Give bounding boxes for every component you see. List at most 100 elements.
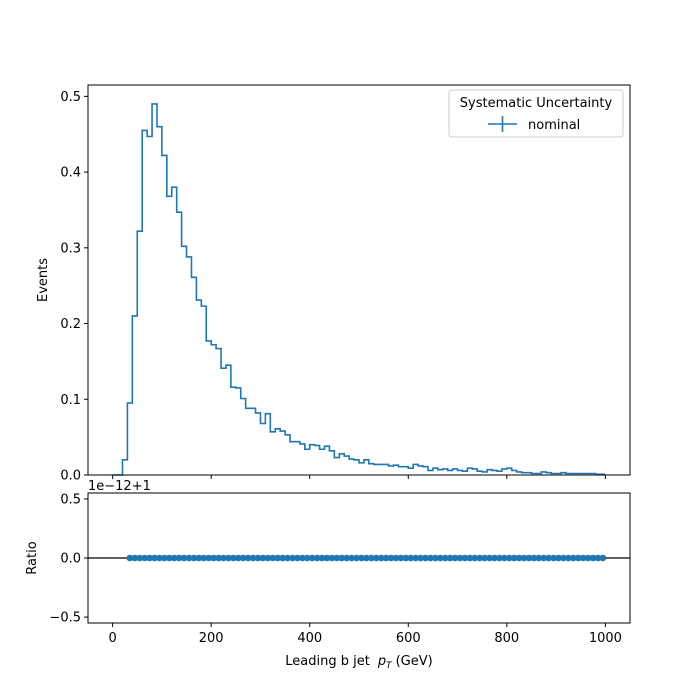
- ratio-point: [215, 554, 222, 562]
- ratio-point: [279, 554, 286, 562]
- ratio-y-tick-label: 0.5: [60, 492, 81, 507]
- ratio-point: [466, 554, 474, 562]
- legend-box: [448, 89, 624, 138]
- ratio-point: [126, 554, 134, 562]
- legend-entry-nominal: nominal: [528, 118, 580, 133]
- ratio-point: [574, 554, 582, 562]
- ratio-y-axis-label: Ratio: [25, 541, 40, 574]
- ratio-point: [510, 554, 518, 562]
- ratio-point: [515, 554, 523, 562]
- ratio-point: [570, 554, 577, 562]
- ratio-point: [520, 554, 528, 562]
- ratio-point: [299, 554, 306, 562]
- ratio-point: [535, 554, 543, 562]
- main-plot-area: [88, 85, 630, 475]
- ratio-axes-frame: [87, 492, 631, 624]
- ratio-point: [210, 554, 217, 562]
- ratio-point: [170, 554, 178, 562]
- ratio-point: [368, 554, 375, 562]
- ratio-point: [205, 554, 213, 562]
- ratio-point: [397, 554, 405, 562]
- ratio-point: [323, 554, 331, 562]
- ratio-point: [560, 554, 567, 562]
- ratio-point: [471, 554, 479, 562]
- ratio-point: [451, 554, 459, 562]
- ratio-point: [555, 554, 562, 562]
- ratio-point: [461, 554, 469, 562]
- ratio-point: [505, 554, 513, 562]
- ratio-point: [599, 554, 607, 562]
- ratio-point: [318, 554, 326, 562]
- main-histogram-panel: 0.0 0.1 0.2 0.3 0.4 0.5 Events Systematic Unc…: [36, 84, 631, 484]
- ratio-y-ticks: −0.5 0.0 0.5: [49, 492, 88, 626]
- ratio-offset-text: 1e−12+1: [88, 479, 151, 494]
- ratio-point: [372, 554, 380, 562]
- ratio-point: [417, 554, 424, 562]
- ratio-points: [126, 554, 607, 562]
- ratio-point: [230, 554, 237, 562]
- ratio-point: [175, 554, 183, 562]
- ratio-point: [358, 554, 365, 562]
- ratio-point: [284, 554, 291, 562]
- ratio-point: [584, 554, 592, 562]
- ratio-point: [501, 554, 508, 562]
- ratio-point: [269, 554, 277, 562]
- legend-title: Systematic Uncertainty: [460, 96, 613, 111]
- x-tick-label: 200: [199, 631, 224, 646]
- ratio-point: [392, 554, 400, 562]
- x-tick-label: 0: [108, 631, 116, 646]
- ratio-point: [185, 554, 193, 562]
- ratio-point: [486, 554, 493, 562]
- ratio-point: [161, 554, 168, 562]
- main-y-tick-label: 0.1: [60, 393, 81, 408]
- ratio-point: [244, 554, 252, 562]
- ratio-point: [550, 554, 557, 562]
- ratio-point: [594, 554, 602, 562]
- x-axis-label-prefix: Leading b jet: [285, 654, 370, 669]
- main-y-tick-label: 0.5: [60, 90, 81, 105]
- ratio-point: [446, 554, 454, 562]
- ratio-point: [131, 554, 139, 562]
- ratio-point: [141, 554, 148, 562]
- ratio-point: [259, 554, 267, 562]
- ratio-point: [481, 554, 488, 562]
- ratio-point: [432, 554, 439, 562]
- ratio-point: [402, 554, 410, 562]
- ratio-point: [294, 554, 301, 562]
- ratio-point: [545, 554, 552, 562]
- legend: Systematic Uncertainty nominal: [448, 89, 624, 138]
- ratio-point: [190, 554, 198, 562]
- ratio-point: [289, 554, 296, 562]
- ratio-point: [377, 554, 385, 562]
- ratio-point: [338, 554, 346, 562]
- ratio-x-ticks: 0 200 400 600 800 1000: [108, 623, 622, 646]
- ratio-point: [343, 554, 350, 562]
- ratio-panel: −0.5 0.0 0.5 0 200 400 600 800 1000 1e−12+1 Rat…: [25, 479, 631, 671]
- ratio-point: [234, 554, 242, 562]
- main-axes-frame: [87, 84, 631, 476]
- ratio-point: [313, 554, 321, 562]
- ratio-y-tick-label: −0.5: [49, 611, 81, 626]
- x-tick-label: 800: [494, 631, 519, 646]
- ratio-point: [422, 554, 429, 562]
- ratio-point: [239, 554, 247, 562]
- main-y-tick-label: 0.2: [60, 317, 81, 332]
- ratio-point: [166, 554, 173, 562]
- ratio-point: [146, 554, 153, 562]
- ratio-point: [412, 554, 419, 562]
- main-x-ticks: [112, 475, 606, 479]
- ratio-point: [303, 554, 311, 562]
- ratio-point: [437, 554, 444, 562]
- ratio-point: [220, 554, 227, 562]
- x-tick-label: 1000: [589, 631, 622, 646]
- ratio-y-tick-label: 0.0: [60, 552, 81, 567]
- x-axis-label-unit: (GeV): [396, 654, 433, 669]
- ratio-point: [441, 554, 449, 562]
- ratio-point: [565, 554, 572, 562]
- ratio-point: [274, 554, 282, 562]
- ratio-point: [249, 554, 257, 562]
- ratio-point: [476, 554, 484, 562]
- ratio-point: [530, 554, 538, 562]
- ratio-point: [456, 554, 464, 562]
- x-tick-label: 600: [396, 631, 421, 646]
